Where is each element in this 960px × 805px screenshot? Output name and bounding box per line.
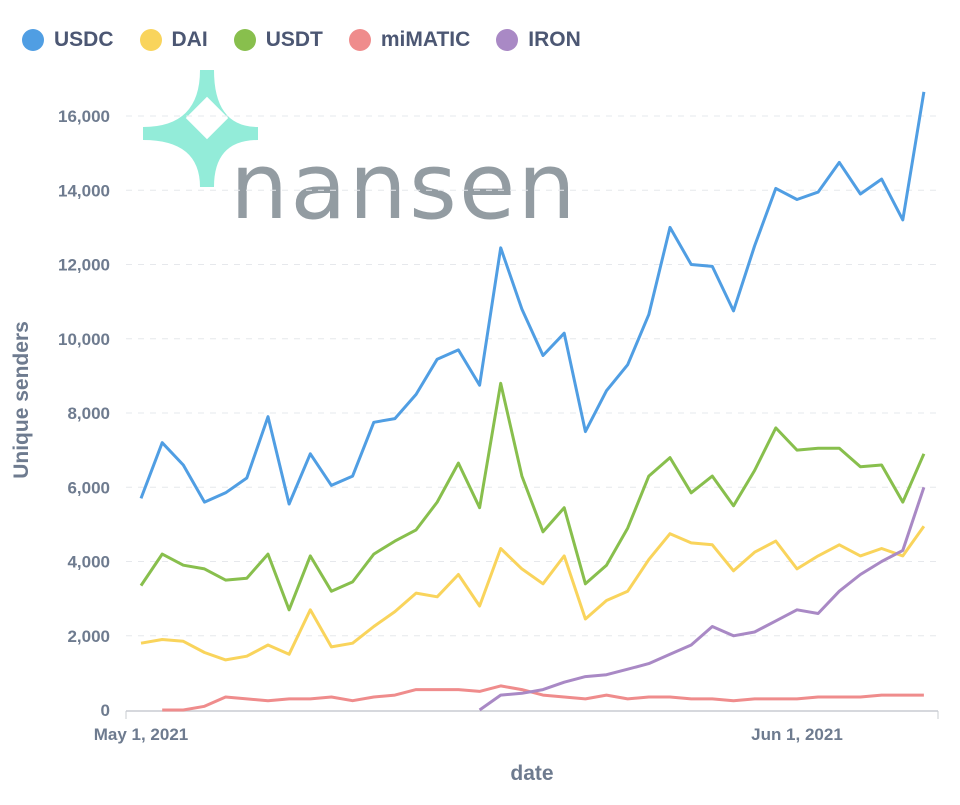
y-tick-label: 12,000 [58,256,110,275]
x-tick-label: Jun 1, 2021 [751,725,843,744]
series-line-dai[interactable] [140,525,926,662]
legend-swatch [22,29,44,51]
legend-item-usdt[interactable]: USDT [233,28,323,52]
nansen-logo-text: nansen [230,133,578,240]
legend-item-usdc[interactable]: USDC [22,28,114,52]
legend: USDC DAI USDT miMATIC IRON [22,28,581,52]
nansen-logo-watermark: nansen [143,70,578,240]
y-tick-label: 8,000 [67,404,110,423]
series-line-usdc[interactable] [139,91,926,506]
x-axis-label: date [510,762,553,785]
series-line-usdt[interactable] [139,381,926,612]
legend-label: USDT [265,28,323,51]
legend-label: DAI [171,28,208,51]
series-line-iron[interactable] [478,486,926,712]
y-tick-label: 4,000 [67,553,110,572]
x-tick-label: May 1, 2021 [94,725,189,744]
series-line-mimatic[interactable] [162,684,924,712]
legend-label: USDC [54,28,114,51]
legend-item-dai[interactable]: DAI [139,28,208,52]
y-tick-label: 2,000 [67,627,110,646]
y-tick-label: 0 [101,701,110,720]
legend-item-iron[interactable]: IRON [496,28,581,52]
legend-swatch [139,29,162,51]
y-tick-label: 16,000 [58,107,110,126]
legend-item-mimatic[interactable]: miMATIC [348,28,471,52]
y-tick-label: 14,000 [58,181,110,200]
legend-swatch [233,29,256,51]
legend-swatch [348,29,371,51]
legend-label: IRON [528,28,581,51]
legend-label: miMATIC [380,28,471,51]
legend-swatch [496,29,519,51]
y-axis-label: Unique senders [10,321,33,479]
y-tick-label: 10,000 [58,330,110,349]
y-tick-label: 6,000 [67,478,110,497]
